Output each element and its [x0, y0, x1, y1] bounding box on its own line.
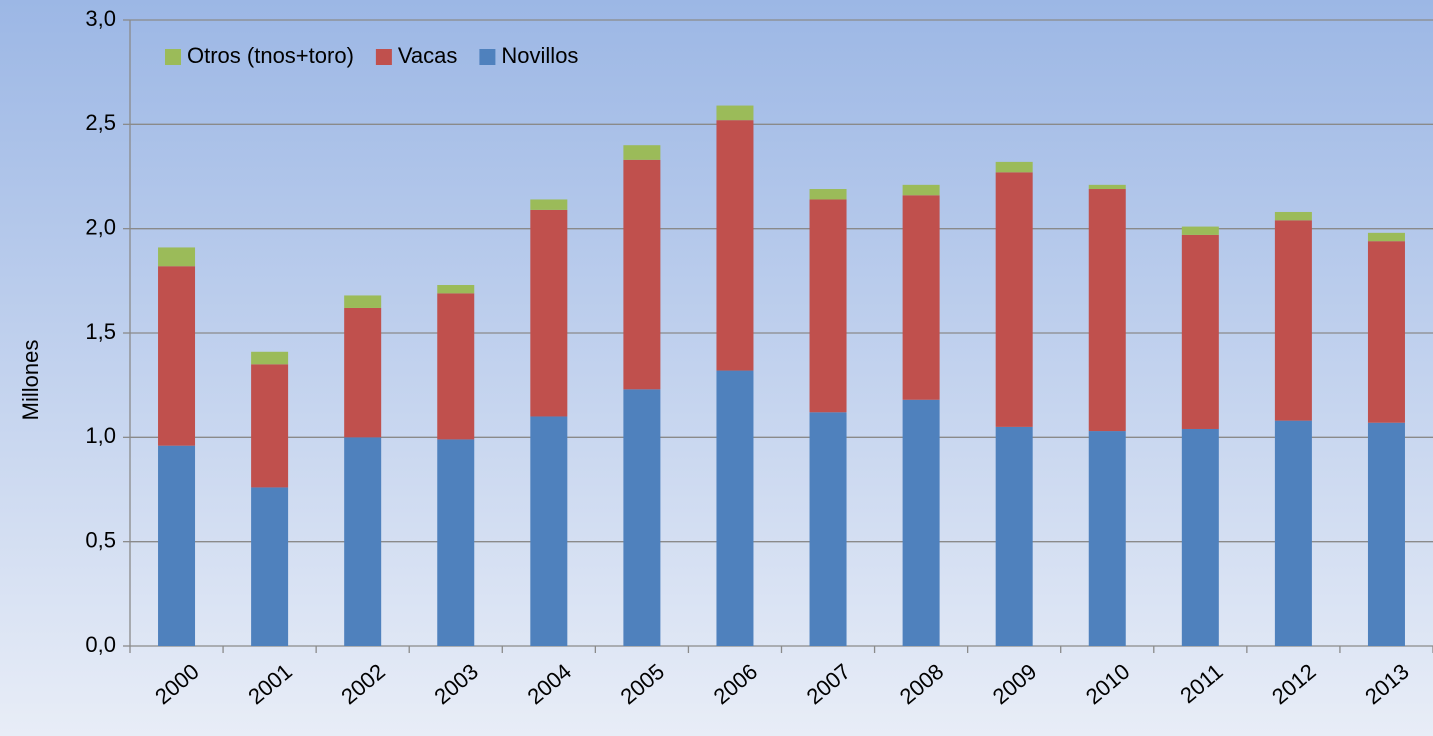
bar-segment	[530, 209, 568, 417]
bar-segment	[1367, 232, 1405, 242]
bar-segment	[623, 389, 661, 646]
bar-segment	[1274, 420, 1312, 646]
bar-segment	[1181, 226, 1219, 235]
bar-segment	[809, 412, 847, 646]
bar-segment	[344, 437, 382, 646]
bar-segment	[158, 266, 196, 446]
bar-segment	[995, 172, 1033, 427]
bar-segment	[716, 120, 754, 371]
bar-segment	[623, 159, 661, 390]
bar-segment	[809, 199, 847, 413]
y-tick-label: 0,0	[85, 632, 116, 657]
bar-segment	[1181, 234, 1219, 429]
y-axis-label: Millones	[18, 340, 43, 421]
bar-segment	[344, 307, 382, 438]
bar-segment	[1274, 211, 1312, 221]
bar-segment	[1088, 184, 1126, 190]
bar-segment	[1274, 220, 1312, 421]
bar-segment	[809, 189, 847, 200]
bar-segment	[437, 293, 475, 440]
bar-segment	[902, 399, 940, 646]
bar-segment	[1088, 189, 1126, 432]
legend-label: Novillos	[501, 43, 578, 68]
bar-segment	[158, 247, 196, 267]
legend-swatch	[479, 49, 496, 65]
bar-segment	[995, 161, 1033, 173]
bar-segment	[437, 439, 475, 646]
y-tick-label: 2,0	[85, 214, 116, 239]
bar-segment	[1367, 241, 1405, 423]
legend-swatch	[375, 49, 392, 65]
bar-segment	[437, 285, 475, 294]
legend-label: Vacas	[398, 43, 458, 68]
legend-swatch	[165, 49, 181, 65]
bar-segment	[623, 145, 661, 160]
bar-segment	[251, 487, 289, 646]
bar-segment	[902, 195, 940, 400]
y-tick-label: 3,0	[85, 6, 116, 31]
bar-segment	[902, 184, 940, 196]
bar-segment	[530, 199, 568, 210]
y-tick-label: 0,5	[85, 527, 116, 552]
bar-segment	[158, 445, 196, 646]
legend-label: Otros (tnos+toro)	[187, 43, 354, 68]
bar-segment	[1088, 431, 1126, 646]
y-tick-label: 1,0	[85, 423, 116, 448]
bar-segment	[344, 295, 382, 308]
bar-segment	[251, 364, 289, 488]
y-tick-label: 1,5	[85, 319, 116, 344]
bar-segment	[716, 105, 754, 121]
bar-segment	[1181, 428, 1219, 646]
bar-segment	[716, 370, 754, 646]
bar-segment	[530, 416, 568, 646]
bar-segment	[995, 426, 1033, 646]
y-tick-label: 2,5	[85, 110, 116, 135]
bar-segment	[251, 351, 289, 365]
bar-segment	[1367, 422, 1405, 646]
